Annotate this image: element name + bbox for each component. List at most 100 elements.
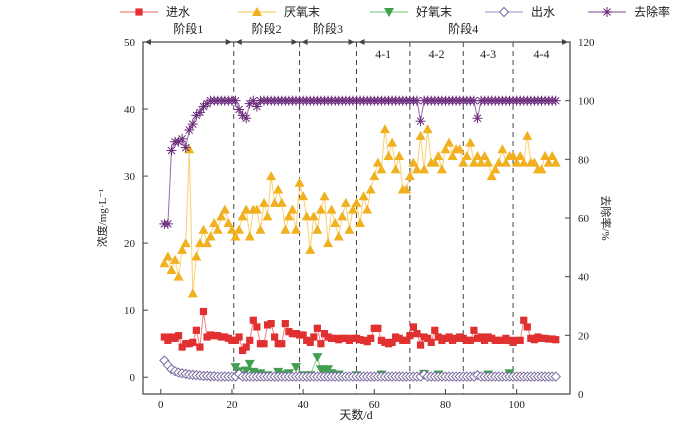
axes: 0 20 40 60 80 100 0 10 20 30 40 50 0 20 40 60 80 100 120 — [124, 37, 595, 411]
data-point — [244, 359, 255, 369]
data-point — [291, 224, 302, 234]
data-point — [408, 157, 419, 167]
asterisk-stroke — [164, 220, 172, 228]
data-point — [516, 336, 524, 344]
data-point — [415, 130, 426, 140]
data-point — [326, 204, 337, 214]
data-point — [226, 224, 237, 234]
data-point — [483, 157, 494, 167]
data-point — [431, 326, 439, 334]
data-point — [550, 371, 561, 382]
x-tick-label: 20 — [226, 399, 238, 411]
data-point — [191, 251, 202, 261]
data-point — [416, 341, 425, 349]
data-point — [305, 244, 316, 254]
data-point — [196, 343, 204, 351]
data-point — [552, 336, 560, 344]
legend-label: 出水 — [531, 5, 555, 19]
data-point — [198, 224, 209, 234]
data-point — [490, 164, 501, 174]
data-point — [362, 204, 373, 214]
data-point — [447, 150, 458, 160]
phase-label: 阶段3 — [313, 21, 343, 36]
data-point — [522, 130, 533, 140]
data-point — [230, 231, 241, 241]
left-axis-label: 浓度/mg·L⁻¹ — [95, 189, 109, 248]
data-point — [310, 333, 318, 341]
data-point — [248, 95, 259, 106]
data-point — [323, 238, 334, 248]
legend: 进水 厌氧末 好氧末 出水 去除率 — [120, 4, 670, 19]
data-point — [205, 231, 216, 241]
data-point — [429, 157, 440, 167]
data-point — [543, 157, 554, 167]
data-point — [351, 197, 362, 207]
data-point — [390, 164, 401, 174]
data-point — [369, 171, 380, 181]
asterisk-stroke — [603, 8, 611, 16]
data-point — [466, 336, 474, 344]
data-point — [315, 204, 326, 214]
data-point — [199, 307, 208, 316]
data-point — [294, 177, 305, 187]
data-point — [241, 366, 252, 376]
asterisk-stroke — [413, 96, 421, 105]
data-point — [379, 124, 390, 134]
phase-label: 阶段2 — [252, 21, 282, 36]
left-y-tick-label: 40 — [124, 104, 136, 116]
data-point — [159, 258, 170, 268]
data-point — [180, 142, 191, 153]
data-point — [358, 191, 369, 201]
data-point — [340, 197, 351, 207]
data-point — [411, 164, 422, 174]
data-point — [170, 254, 181, 264]
data-point — [540, 150, 551, 160]
data-point — [520, 316, 528, 324]
data-point — [415, 116, 426, 127]
data-point — [235, 333, 243, 341]
data-point — [241, 113, 252, 124]
data-point — [234, 104, 245, 115]
data-point — [376, 164, 387, 174]
asterisk-stroke — [235, 105, 243, 114]
left-y-tick-label: 0 — [130, 372, 136, 384]
right-y-tick-label: 60 — [578, 213, 590, 225]
data-point — [422, 124, 433, 134]
data-point — [401, 184, 412, 194]
asterisk-stroke — [185, 126, 194, 134]
data-point — [550, 95, 561, 106]
right-y-tick-label: 40 — [578, 272, 590, 284]
data-point — [192, 326, 200, 334]
data-point — [404, 171, 415, 181]
right-y-tick-label: 100 — [578, 96, 595, 108]
data-point — [283, 211, 294, 221]
data-point — [166, 264, 177, 274]
data-point — [511, 157, 522, 167]
right-y-tick-label: 80 — [578, 154, 590, 166]
data-point — [266, 171, 277, 181]
series-diamond-open — [159, 355, 561, 382]
data-point — [333, 231, 344, 241]
data-point — [458, 157, 469, 167]
data-point — [486, 171, 497, 181]
data-point — [344, 224, 355, 234]
data-point — [174, 332, 183, 340]
data-point — [444, 137, 455, 147]
data-point — [529, 157, 540, 167]
data-point — [230, 95, 241, 106]
data-point — [308, 211, 319, 221]
data-point — [306, 338, 314, 346]
legend-label: 好氧末 — [416, 5, 452, 19]
data-point — [177, 133, 188, 144]
data-point — [372, 157, 383, 167]
data-point — [244, 231, 255, 241]
asterisk-stroke — [167, 146, 176, 155]
phase-label: 阶段4 — [448, 21, 478, 36]
data-point — [330, 218, 341, 228]
data-point — [187, 119, 198, 130]
legend-label: 去除率 — [634, 4, 670, 19]
data-point — [367, 334, 375, 342]
data-point — [251, 204, 262, 214]
data-point — [223, 218, 234, 228]
